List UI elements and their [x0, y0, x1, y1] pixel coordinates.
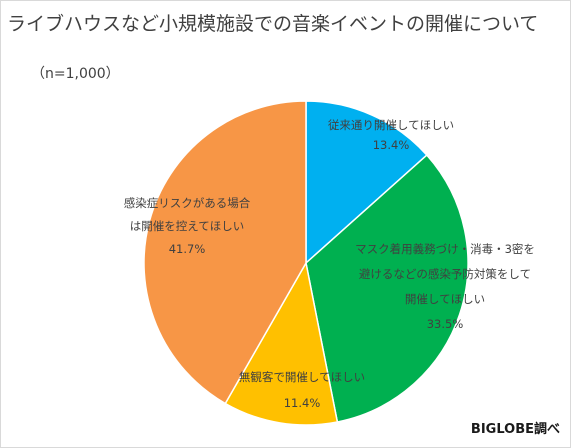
slice-category-label: 無観客で開催してほしい [239, 370, 365, 384]
slice-value-label: 13.4% [373, 138, 410, 152]
slice-category-label: は開催を控えてほしい [130, 219, 244, 233]
slice-value-label: 41.7% [169, 242, 206, 256]
slice-value-label: 11.4% [284, 396, 321, 410]
slice-category-label: マスク着用義務づけ・消毒・3密を [355, 242, 535, 256]
sample-size: （n=1,000） [31, 66, 120, 82]
slice-category-label: 従来通り開催してほしい [328, 118, 454, 132]
slice-category-label: 感染症リスクがある場合 [124, 196, 251, 210]
pie-slice [305, 100, 428, 265]
slice-category-label: 避けるなどの感染予防対策をして [359, 267, 531, 281]
source-note: BIGLOBE調べ [470, 422, 560, 437]
pie-slice [224, 260, 339, 426]
pie-slice [305, 154, 469, 423]
slice-value-label: 33.5% [427, 317, 464, 331]
slice-category-label: 開催してほしい [405, 292, 485, 306]
pie-slice [143, 100, 307, 405]
chart-title: ライブハウスなど小規模施設での音楽イベントの開催について [7, 13, 539, 35]
